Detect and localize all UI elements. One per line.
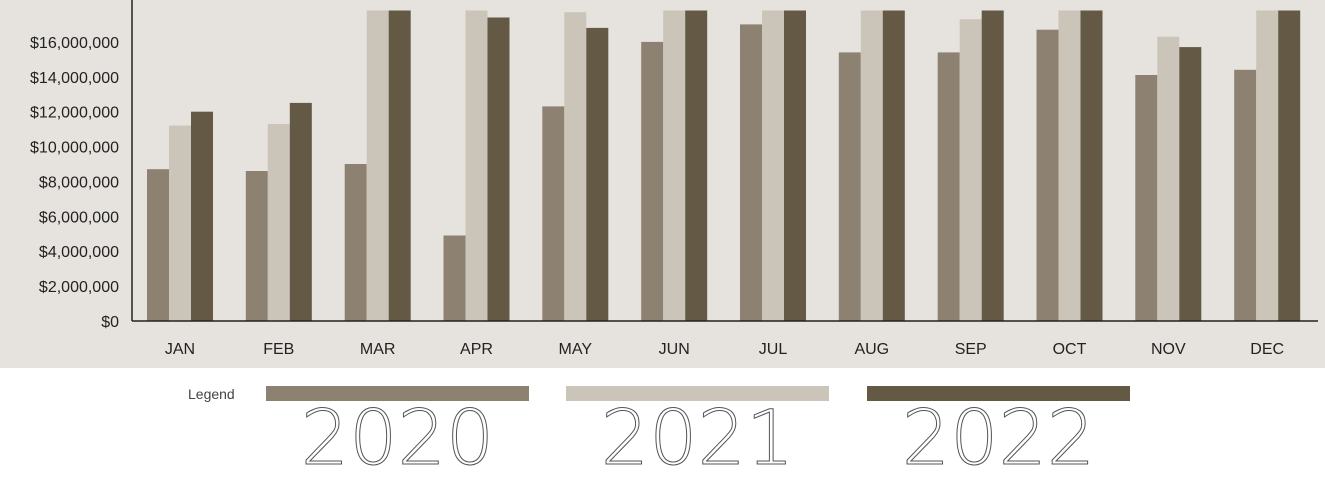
bar-2020-jul xyxy=(740,24,762,322)
bar-2021-sep xyxy=(959,19,982,321)
bar-2021-dec xyxy=(1256,10,1279,321)
bar-2020-aug xyxy=(838,52,861,322)
bar-2020-nov xyxy=(1135,75,1158,321)
legend-year-2020: 2020 xyxy=(300,393,495,482)
bar-2021-mar xyxy=(366,10,389,321)
legend-year-2021: 2021 xyxy=(600,393,795,482)
y-tick-label: $2,000,000 xyxy=(39,279,119,296)
bar-2021-oct xyxy=(1058,10,1081,321)
bar-2022-may xyxy=(586,27,609,322)
bar-2020-feb xyxy=(245,171,268,321)
y-tick-label: $14,000,000 xyxy=(30,70,119,87)
bar-2022-sep xyxy=(981,10,1004,321)
bar-2020-may xyxy=(542,106,565,322)
x-tick-label: APR xyxy=(460,341,493,358)
x-tick-label: JAN xyxy=(165,341,195,358)
y-tick-label: $6,000,000 xyxy=(39,209,119,226)
legend-swatch-2021 xyxy=(566,386,829,401)
bar-2022-aug xyxy=(882,10,905,321)
bar-chart: $0 $2,000,000 $4,000,000 $6,000,000 $8,000,0… xyxy=(30,0,1318,358)
bar-2021-may xyxy=(564,12,587,321)
bar-2021-apr xyxy=(465,10,488,321)
legend-swatch-2020 xyxy=(266,386,529,401)
y-tick-label: $10,000,000 xyxy=(30,140,119,157)
legend-title: Legend xyxy=(188,386,235,402)
bar-2021-aug xyxy=(860,10,883,321)
bar-2022-jun xyxy=(685,10,708,321)
bar-2020-apr xyxy=(443,235,466,321)
x-tick-label: NOV xyxy=(1151,341,1186,358)
bar-2022-jan xyxy=(191,111,213,321)
bar-2021-feb xyxy=(267,123,290,322)
bar-2022-mar xyxy=(388,10,411,321)
bar-2020-dec xyxy=(1234,69,1257,321)
bar-2022-dec xyxy=(1278,10,1301,321)
x-tick-label: DEC xyxy=(1250,341,1284,358)
bar-2020-oct xyxy=(1036,29,1059,321)
bar-2021-jun xyxy=(663,10,686,321)
y-tick-label: $8,000,000 xyxy=(39,174,119,191)
bar-2022-jul xyxy=(784,10,806,321)
x-tick-label: MAY xyxy=(559,341,593,358)
legend-year-2022: 2022 xyxy=(901,393,1096,482)
bar-2021-nov xyxy=(1157,36,1180,321)
x-tick-label: MAR xyxy=(360,341,396,358)
x-tick-label: SEP xyxy=(955,341,987,358)
y-tick-label: $16,000,000 xyxy=(30,35,119,52)
x-tick-label: OCT xyxy=(1053,341,1087,358)
legend-swatch-2022 xyxy=(867,386,1130,401)
bar-2020-mar xyxy=(344,164,367,321)
bar-2022-feb xyxy=(289,102,312,322)
y-tick-label: $0 xyxy=(101,314,119,331)
bar-2022-nov xyxy=(1179,47,1202,321)
x-tick-label: AUG xyxy=(854,341,889,358)
y-tick-label: $12,000,000 xyxy=(30,105,119,122)
bar-2020-jun xyxy=(641,41,664,322)
bar-2022-oct xyxy=(1080,10,1103,321)
bar-2021-jul xyxy=(762,10,784,321)
x-tick-label: JUN xyxy=(659,341,690,358)
bar-2022-apr xyxy=(487,17,510,321)
x-tick-label: FEB xyxy=(263,341,294,358)
bar-2020-sep xyxy=(937,52,960,322)
x-tick-label: JUL xyxy=(759,341,788,358)
bar-2020-jan xyxy=(147,169,169,321)
bar-2021-jan xyxy=(169,125,191,321)
y-tick-label: $4,000,000 xyxy=(39,244,119,261)
